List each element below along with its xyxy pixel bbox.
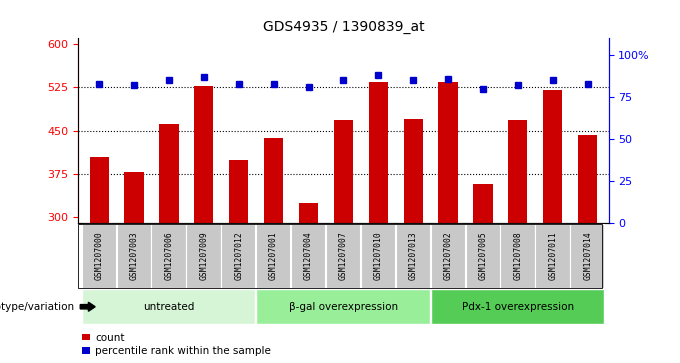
Bar	[124, 172, 143, 223]
FancyBboxPatch shape	[152, 224, 186, 288]
Text: GSM1207006: GSM1207006	[165, 232, 173, 280]
Bar	[90, 157, 109, 223]
Text: GSM1207011: GSM1207011	[548, 232, 558, 280]
FancyBboxPatch shape	[535, 224, 570, 288]
Text: untreated: untreated	[143, 302, 194, 312]
Bar	[578, 135, 597, 223]
Text: GSM1207010: GSM1207010	[374, 232, 383, 280]
FancyBboxPatch shape	[291, 224, 325, 288]
Text: GSM1207001: GSM1207001	[269, 232, 278, 280]
FancyBboxPatch shape	[221, 224, 256, 288]
Bar	[159, 124, 179, 223]
Bar	[473, 184, 492, 223]
FancyBboxPatch shape	[571, 224, 605, 288]
Bar	[404, 119, 423, 223]
Bar	[369, 82, 388, 223]
Bar	[299, 203, 318, 223]
Bar	[508, 120, 528, 223]
Bar	[194, 86, 214, 223]
Text: GSM1207000: GSM1207000	[95, 232, 103, 280]
Text: GSM1207013: GSM1207013	[409, 232, 418, 280]
FancyBboxPatch shape	[256, 224, 290, 288]
FancyBboxPatch shape	[82, 289, 256, 324]
Text: GSM1207009: GSM1207009	[199, 232, 208, 280]
FancyBboxPatch shape	[186, 224, 220, 288]
FancyBboxPatch shape	[116, 224, 151, 288]
Bar	[334, 120, 353, 223]
Text: GSM1207007: GSM1207007	[339, 232, 348, 280]
Text: GSM1207005: GSM1207005	[479, 232, 488, 280]
Text: GSM1207004: GSM1207004	[304, 232, 313, 280]
FancyBboxPatch shape	[396, 224, 430, 288]
Text: count: count	[95, 333, 124, 343]
Title: GDS4935 / 1390839_at: GDS4935 / 1390839_at	[262, 20, 424, 34]
FancyBboxPatch shape	[430, 224, 465, 288]
Text: GSM1207014: GSM1207014	[583, 232, 592, 280]
Text: genotype/variation: genotype/variation	[0, 302, 75, 312]
FancyBboxPatch shape	[82, 224, 116, 288]
Bar	[229, 160, 248, 223]
FancyBboxPatch shape	[361, 224, 395, 288]
Text: GSM1207003: GSM1207003	[129, 232, 139, 280]
Text: GSM1207012: GSM1207012	[234, 232, 243, 280]
FancyBboxPatch shape	[500, 224, 534, 288]
Bar	[439, 82, 458, 223]
Text: GSM1207002: GSM1207002	[443, 232, 453, 280]
Bar	[264, 138, 283, 223]
Bar	[543, 90, 562, 223]
FancyBboxPatch shape	[466, 224, 500, 288]
Text: Pdx-1 overexpression: Pdx-1 overexpression	[462, 302, 574, 312]
Text: percentile rank within the sample: percentile rank within the sample	[95, 346, 271, 356]
Text: β-gal overexpression: β-gal overexpression	[289, 302, 398, 312]
Text: GSM1207008: GSM1207008	[513, 232, 522, 280]
FancyBboxPatch shape	[430, 289, 605, 324]
FancyBboxPatch shape	[326, 224, 360, 288]
FancyBboxPatch shape	[256, 289, 430, 324]
